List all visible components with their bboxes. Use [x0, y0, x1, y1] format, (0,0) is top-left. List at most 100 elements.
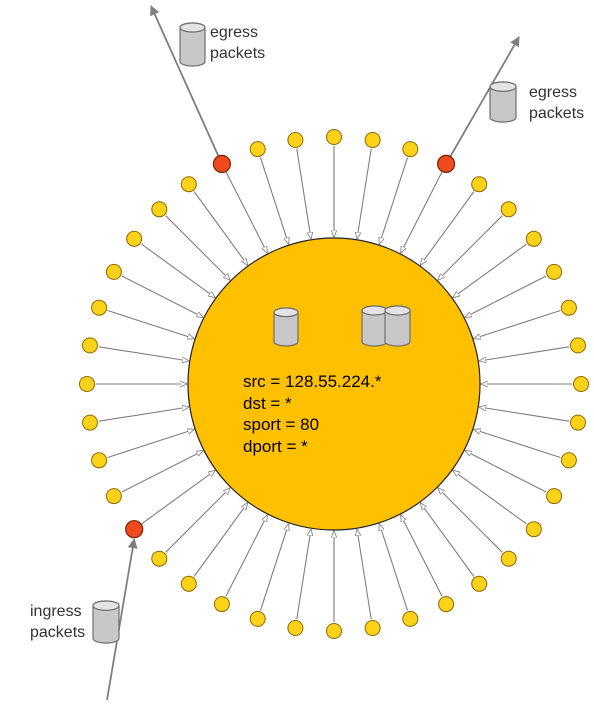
ring-node[interactable] — [91, 299, 108, 316]
ring-link-arrow — [453, 243, 527, 298]
ring-node[interactable] — [91, 452, 108, 469]
egress-label-left-line2: packets — [210, 45, 266, 62]
packet-pair-icon — [361, 305, 388, 347]
rule-src: src = 128.55.224.* — [243, 372, 382, 391]
ring-link-arrow — [474, 429, 561, 459]
ring-node[interactable] — [287, 620, 304, 636]
ring-link-arrow — [357, 529, 372, 620]
rule-dst: dst = * — [243, 393, 292, 413]
ring-link-arrow — [121, 451, 203, 493]
active-node-upper-left[interactable] — [212, 154, 231, 173]
ring-links — [96, 146, 572, 622]
ring-link-arrow — [465, 275, 547, 317]
egress-label-right-line1: egress — [529, 84, 578, 101]
ring-node[interactable] — [525, 521, 542, 538]
ring-link-arrow — [193, 191, 248, 266]
ring-link-arrow — [296, 529, 311, 620]
ring-node[interactable] — [249, 141, 266, 158]
ring-link-arrow — [225, 171, 267, 253]
active-node-upper-right[interactable] — [437, 154, 456, 173]
ring-node[interactable] — [525, 230, 542, 247]
ring-link-arrow — [141, 243, 216, 298]
ring-link-arrow — [225, 515, 267, 597]
ring-node[interactable] — [560, 299, 577, 316]
ring-node[interactable] — [573, 376, 589, 392]
ring-link-arrow — [479, 407, 570, 422]
ring-node[interactable] — [82, 337, 98, 354]
ring-node[interactable] — [560, 452, 577, 469]
ring-link-arrow — [107, 309, 195, 339]
ring-node[interactable] — [180, 176, 197, 193]
ring-link-arrow — [98, 346, 189, 361]
ring-node[interactable] — [326, 623, 342, 639]
ring-node[interactable] — [546, 263, 563, 280]
packet-cylinder-icon — [179, 22, 206, 67]
ring-link-arrow — [420, 191, 475, 266]
ring-link-arrow — [296, 148, 311, 239]
ingress-label-line1: ingress — [30, 603, 82, 620]
ring-node[interactable] — [82, 414, 98, 431]
packet-cylinder-icon — [92, 600, 120, 644]
rule-dport: dport = * — [243, 436, 308, 456]
match-rule: src = 128.55.224.* dst = * sport = 80 dp… — [243, 371, 381, 457]
egress-flow-arrow-left — [150, 5, 223, 165]
ring-node[interactable] — [471, 176, 488, 193]
packet-icons — [92, 22, 517, 644]
egress-label-left: egress packets — [210, 22, 265, 64]
ring-link-arrow — [165, 215, 230, 280]
ring-node[interactable] — [364, 132, 381, 148]
egress-label-right: egress packets — [529, 82, 584, 124]
ring-nodes — [79, 129, 589, 639]
ring-link-arrow — [357, 148, 372, 239]
ring-node[interactable] — [402, 610, 419, 627]
ring-node[interactable] — [126, 230, 143, 247]
ring-node[interactable] — [180, 575, 197, 592]
ring-link-arrow — [438, 488, 503, 553]
active-node-lower-left[interactable] — [125, 520, 144, 539]
ring-node[interactable] — [151, 201, 168, 218]
ring-node[interactable] — [500, 201, 517, 218]
ring-link-arrow — [141, 470, 216, 525]
ring-node[interactable] — [471, 575, 488, 592]
ring-link-arrow — [453, 470, 527, 525]
packet-cylinder-icon — [273, 307, 299, 347]
rule-sport: sport = 80 — [243, 415, 320, 434]
ring-link-arrow — [465, 451, 547, 493]
ring-link-arrow — [379, 157, 409, 245]
ring-node[interactable] — [326, 129, 342, 145]
ring-link-arrow — [259, 157, 289, 245]
ingress-flow-arrow — [106, 538, 138, 701]
ring-node[interactable] — [287, 132, 304, 148]
ingress-label: ingress packets — [30, 601, 85, 643]
ring-node[interactable] — [570, 337, 586, 354]
ring-link-arrow — [479, 346, 570, 361]
packet-pair-icon — [384, 305, 411, 347]
ring-node[interactable] — [500, 550, 517, 567]
ring-link-arrow — [420, 503, 475, 577]
egress-label-left-line1: egress — [210, 24, 259, 41]
ring-node[interactable] — [546, 488, 563, 505]
ring-node[interactable] — [402, 141, 419, 158]
ring-node[interactable] — [79, 376, 95, 392]
packet-cylinder-icon — [489, 81, 517, 123]
ring-link-arrow — [121, 275, 203, 317]
ring-link-arrow — [165, 488, 230, 553]
ring-node[interactable] — [364, 620, 381, 636]
ring-node[interactable] — [105, 263, 122, 280]
ring-node[interactable] — [105, 488, 122, 505]
ring-node[interactable] — [570, 414, 586, 431]
ring-link-arrow — [98, 407, 189, 422]
ring-node[interactable] — [213, 596, 230, 613]
ring-node[interactable] — [151, 550, 168, 567]
ring-link-arrow — [401, 171, 443, 253]
ring-node[interactable] — [438, 596, 455, 613]
egress-label-right-line2: packets — [529, 105, 585, 122]
packet-flows — [106, 5, 520, 701]
ring-link-arrow — [259, 524, 289, 611]
egress-flow-arrow-right — [445, 36, 520, 165]
ring-link-arrow — [438, 215, 503, 280]
ingress-label-line2: packets — [30, 624, 86, 641]
ring-node[interactable] — [249, 610, 266, 627]
